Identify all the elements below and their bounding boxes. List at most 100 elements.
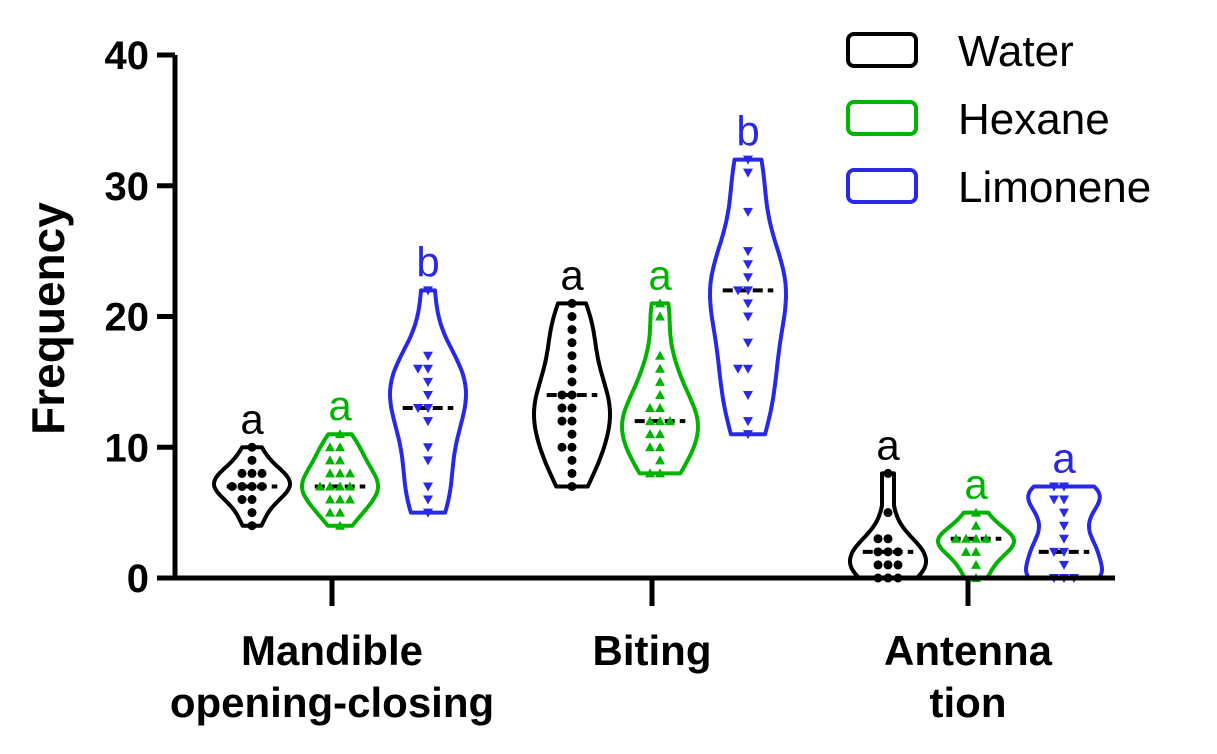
data-point (247, 468, 257, 478)
data-point (743, 286, 753, 296)
data-point (655, 363, 665, 373)
data-point (743, 312, 753, 322)
data-point (335, 494, 345, 504)
data-point (567, 455, 577, 465)
data-point (655, 455, 665, 465)
violin-outline (936, 510, 1016, 580)
data-point (335, 442, 345, 452)
significance-letter: b (736, 108, 759, 155)
data-point (883, 534, 893, 544)
data-point (345, 494, 355, 504)
data-point (733, 286, 743, 296)
data-point (325, 442, 335, 452)
data-point (335, 468, 345, 478)
data-point (873, 560, 883, 570)
data-point (325, 494, 335, 504)
significance-letter: a (648, 251, 672, 298)
data-point (557, 442, 567, 452)
data-point (567, 390, 577, 400)
data-point (743, 390, 753, 400)
significance-letter: a (1052, 434, 1076, 481)
data-point (247, 455, 257, 465)
legend-swatch (846, 168, 918, 204)
data-point (315, 481, 325, 491)
data-point (567, 312, 577, 321)
data-point (1059, 508, 1069, 518)
data-point (1059, 547, 1069, 557)
significance-letter: b (416, 238, 439, 285)
data-point (567, 416, 577, 426)
data-point (743, 155, 753, 165)
data-point (345, 481, 355, 491)
data-point (423, 390, 433, 400)
data-point (1049, 495, 1059, 505)
data-point (227, 481, 237, 491)
data-point (655, 311, 665, 321)
data-point (961, 533, 971, 543)
violin-outline (1024, 484, 1104, 580)
y-tick-label: 20 (105, 296, 150, 340)
axes-layer: 0 10 20 30 40 Mandible opening-closing Biting An… (22, 34, 1115, 726)
data-point (1059, 521, 1069, 531)
data-point (423, 351, 433, 361)
data-point (557, 416, 567, 426)
data-point (873, 547, 883, 557)
data-point (335, 455, 345, 465)
data-point (743, 364, 753, 374)
data-point (883, 468, 893, 478)
data-point (743, 247, 753, 257)
data-point (567, 298, 577, 308)
data-point (325, 507, 335, 517)
data-point (665, 416, 675, 426)
data-point (257, 481, 267, 491)
y-tick-label: 10 (105, 426, 150, 470)
data-point (325, 481, 335, 491)
violin-limonene-1: b (708, 108, 788, 440)
data-point (247, 521, 257, 531)
data-point (567, 481, 577, 491)
violin-hexane-0: a (300, 382, 380, 530)
data-point (423, 417, 433, 427)
legend-label: Limonene (958, 163, 1151, 212)
data-point (655, 442, 665, 452)
data-point (733, 364, 743, 374)
data-point (557, 403, 567, 413)
violin-water-2: a (848, 421, 928, 583)
data-point (971, 507, 981, 517)
data-point (883, 560, 893, 570)
data-point (1059, 534, 1069, 544)
data-point (743, 207, 753, 217)
data-point (237, 468, 247, 478)
data-point (567, 377, 577, 387)
data-point (645, 429, 655, 439)
data-point (743, 260, 753, 270)
y-tick-label: 30 (105, 165, 150, 209)
data-point (325, 455, 335, 465)
data-point (893, 547, 903, 557)
data-point (1049, 547, 1059, 557)
x-category-label: tion (930, 679, 1007, 726)
data-point (567, 442, 577, 452)
data-point (237, 481, 247, 491)
violin-water-0: a (212, 395, 292, 531)
data-point (247, 481, 257, 491)
data-point (423, 443, 433, 453)
data-point (743, 430, 753, 440)
data-point (1059, 482, 1069, 492)
data-point (743, 338, 753, 348)
data-point (893, 560, 903, 570)
significance-letter: a (560, 251, 584, 298)
data-point (981, 533, 991, 543)
y-tick-label: 40 (105, 34, 150, 78)
data-point (873, 534, 883, 544)
data-point (645, 468, 655, 478)
violins-layer: a a a a a a b b a (212, 108, 1104, 583)
violin-outline (620, 301, 700, 476)
data-point (413, 404, 423, 414)
data-point (567, 429, 577, 439)
data-point (567, 403, 577, 413)
data-point (655, 298, 665, 308)
data-point (883, 547, 893, 557)
data-point (247, 495, 257, 505)
data-point (423, 508, 433, 518)
